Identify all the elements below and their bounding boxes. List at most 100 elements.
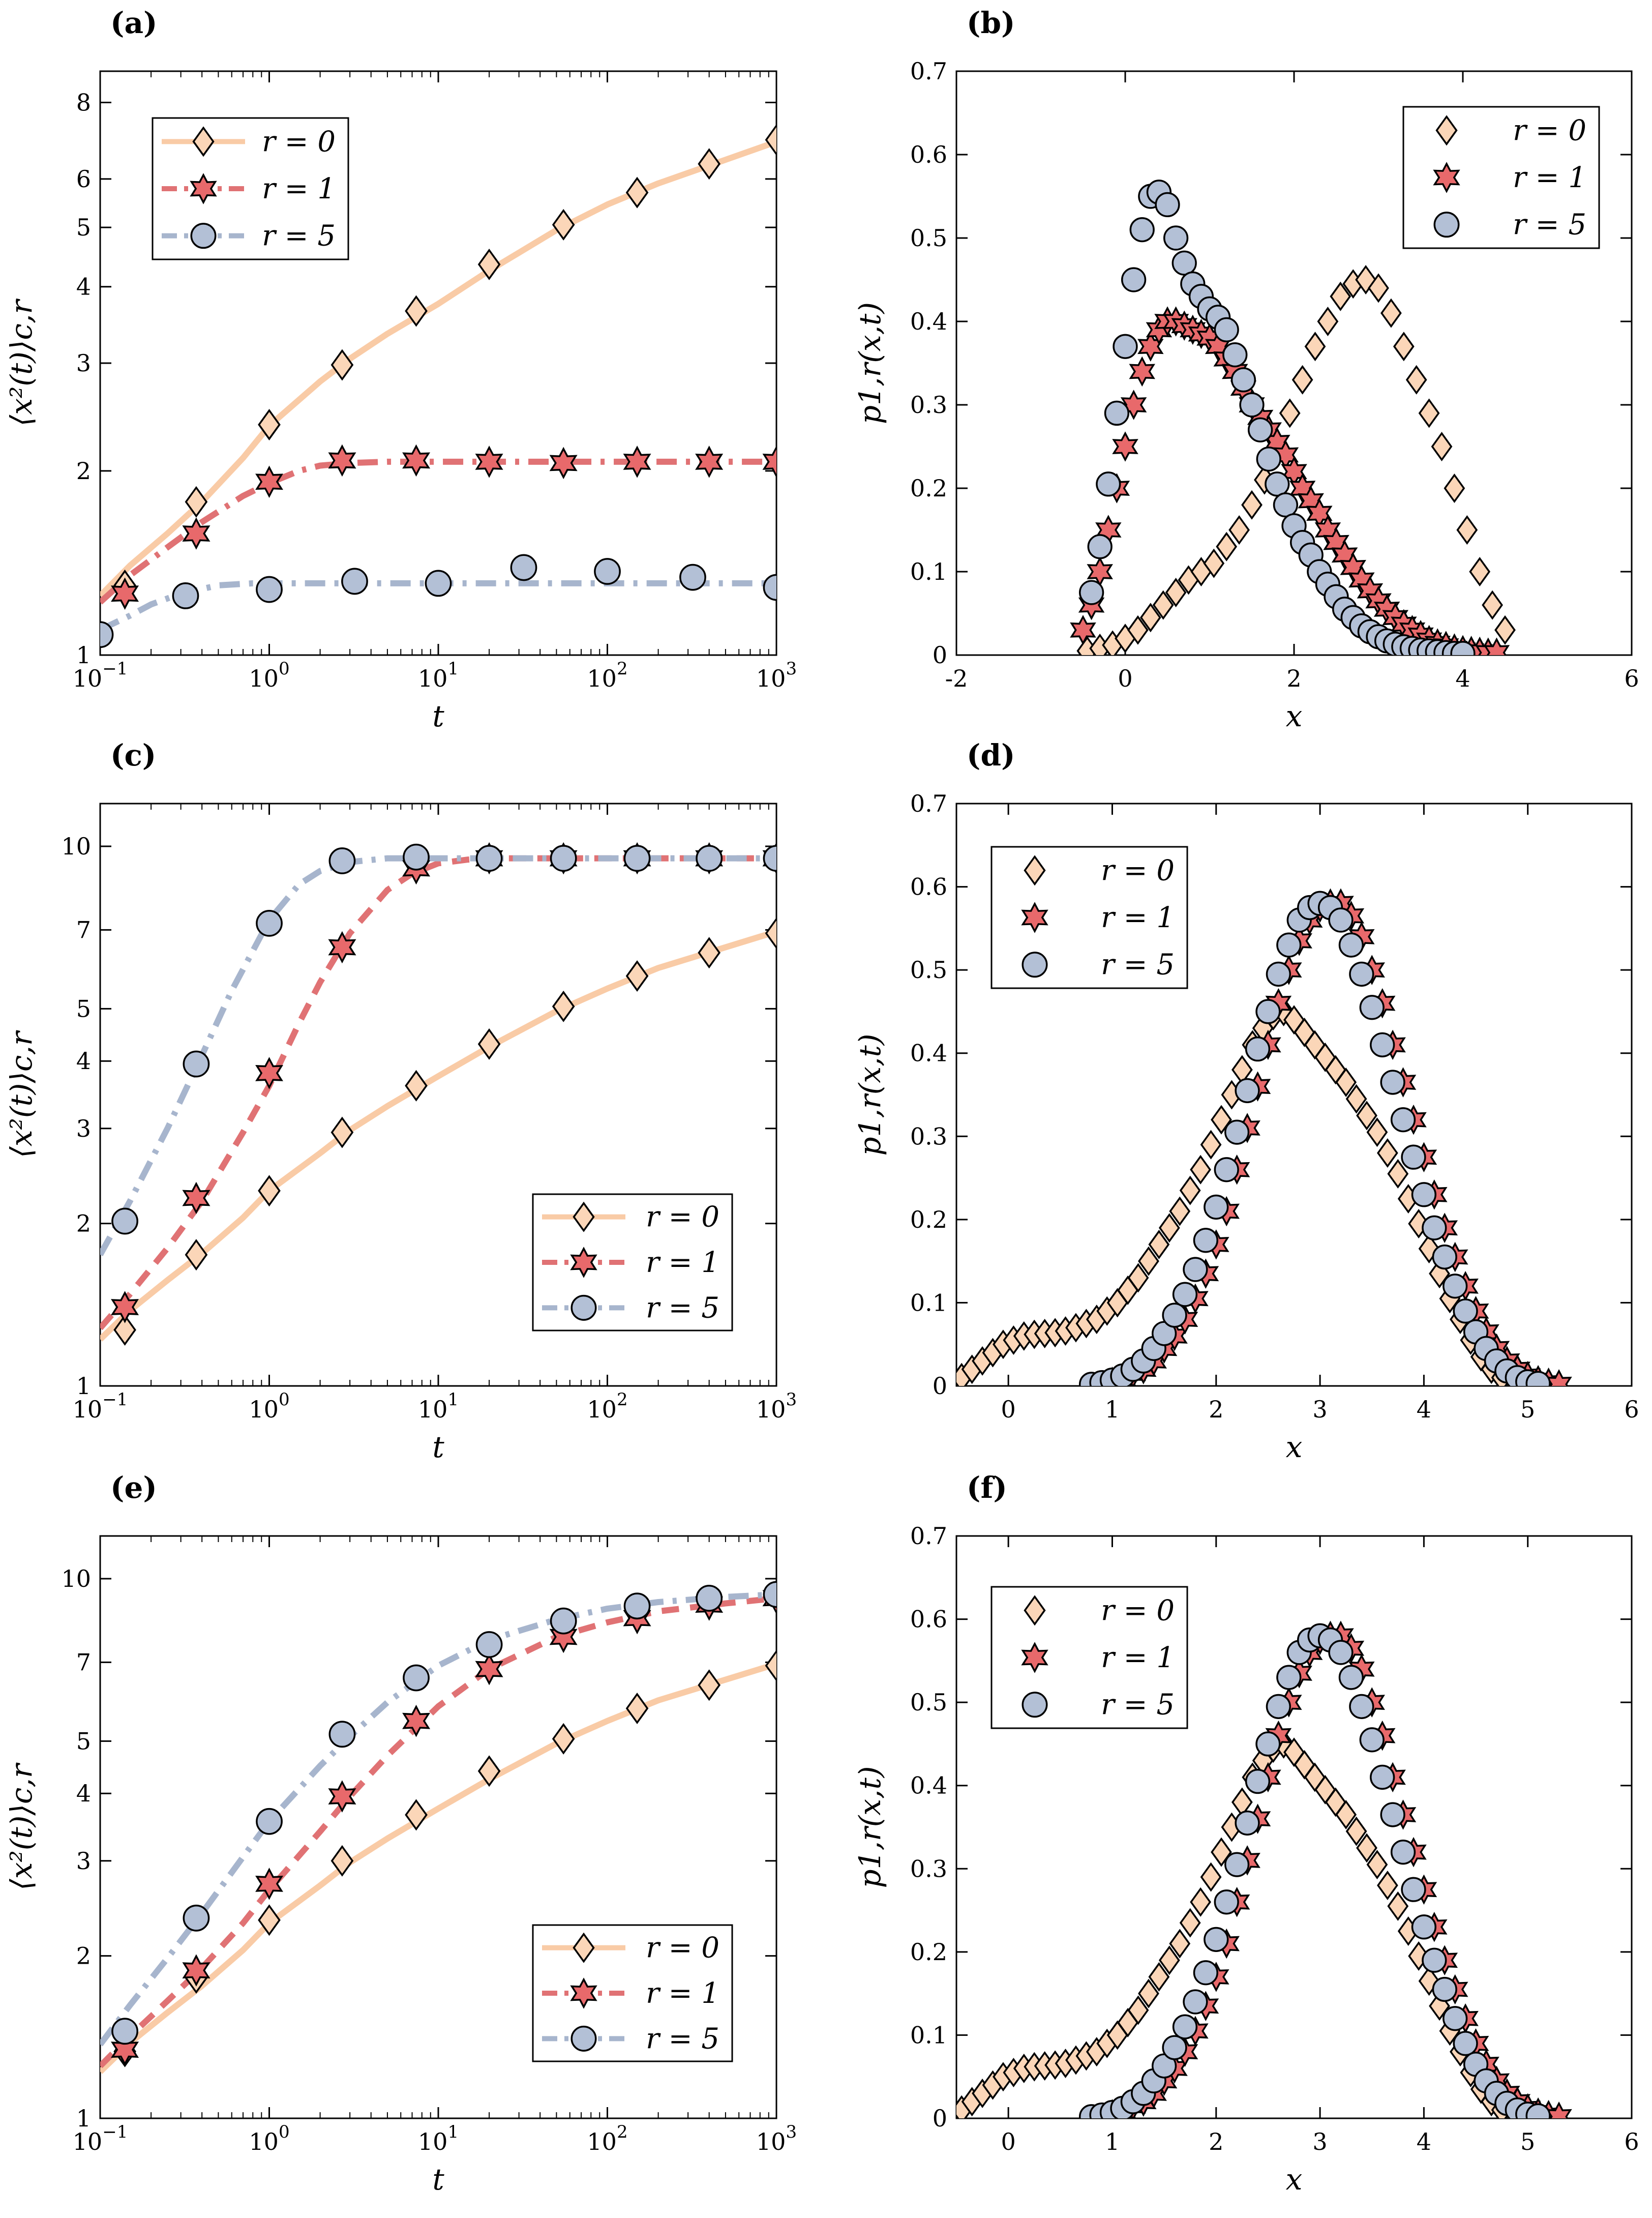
data-point-diamond xyxy=(625,960,649,992)
data-point-diamond xyxy=(331,1845,354,1877)
data-point-diamond xyxy=(1408,1941,1430,1971)
y-tick-label: 0.4 xyxy=(910,1040,947,1067)
data-point-diamond xyxy=(1169,1929,1191,1959)
data-point-star xyxy=(1129,356,1155,387)
y-tick-label: 5 xyxy=(76,1727,91,1755)
data-point-star xyxy=(1137,331,1164,362)
x-tick-label: 102 xyxy=(587,659,627,692)
y-tick-label: 5 xyxy=(76,995,91,1022)
data-point-circle xyxy=(1172,250,1197,276)
x-tick-label: 101 xyxy=(418,1389,459,1423)
data-point-star xyxy=(623,446,651,478)
data-point-star xyxy=(762,446,776,478)
data-point-diamond xyxy=(258,408,281,440)
data-point-circle xyxy=(1411,1182,1437,1207)
x-tick-label: 0 xyxy=(1118,665,1132,692)
data-point-diamond xyxy=(1405,365,1427,395)
data-point-circle xyxy=(550,1607,577,1635)
y-tick-label: 0.3 xyxy=(910,1122,947,1150)
data-point-diamond xyxy=(1380,298,1402,328)
data-point-circle xyxy=(1235,1810,1260,1836)
data-point-diamond xyxy=(1165,578,1187,607)
data-point-diamond xyxy=(1377,1138,1398,1168)
legend-entry-label: r = 0 xyxy=(262,125,336,158)
data-point-circle xyxy=(1256,446,1281,472)
data-point-circle xyxy=(1204,1194,1229,1220)
data-point-circle xyxy=(1235,1078,1260,1103)
data-point-circle xyxy=(1247,417,1273,442)
series-line-circle xyxy=(100,855,776,1257)
x-tick-label: 102 xyxy=(587,2122,627,2155)
panel-label: (b) xyxy=(967,6,1015,40)
x-tick-label: 10−1 xyxy=(73,2122,128,2155)
data-point-circle xyxy=(1162,2035,1187,2060)
data-point-circle xyxy=(403,843,430,871)
data-point-circle xyxy=(1443,1274,1468,1299)
legend-marker-star xyxy=(190,173,217,204)
data-point-diamond xyxy=(1387,1159,1409,1189)
data-point-circle xyxy=(1349,1694,1374,1719)
data-point-star xyxy=(182,1181,211,1215)
data-point-diamond xyxy=(477,248,501,280)
y-tick-label: 0 xyxy=(933,1372,947,1400)
x-axis-label: t xyxy=(432,2162,444,2197)
x-axis-label: t xyxy=(432,699,444,733)
panel-label: (c) xyxy=(110,738,156,773)
data-point-diamond xyxy=(1482,590,1503,620)
data-point-circle xyxy=(1432,1244,1457,1270)
data-point-diamond xyxy=(1356,1833,1377,1863)
data-point-circle xyxy=(328,1721,356,1748)
legend: r = 0 r = 1 r = 5 xyxy=(532,1924,733,2062)
data-point-star xyxy=(402,444,431,477)
data-point-circle xyxy=(341,568,368,595)
legend-marker-diamond xyxy=(1024,1595,1046,1626)
data-point-diamond xyxy=(1317,307,1339,336)
data-point-circle xyxy=(696,1585,723,1612)
y-tick-label: 2 xyxy=(76,457,91,485)
data-point-diamond xyxy=(1291,365,1313,395)
legend-marker-diamond xyxy=(1024,855,1046,886)
x-tick-label: 4 xyxy=(1417,2128,1431,2155)
y-tick-label: 7 xyxy=(76,916,91,943)
data-point-diamond xyxy=(1418,398,1440,428)
x-tick-label: 3 xyxy=(1312,1396,1327,1423)
legend-marker-star xyxy=(1433,162,1460,193)
y-tick-label: 0.7 xyxy=(910,1522,947,1550)
data-point-circle xyxy=(1193,1228,1218,1253)
y-tick-label: 2 xyxy=(76,1942,91,1970)
data-point-circle xyxy=(475,845,503,872)
data-point-circle xyxy=(1214,1889,1239,1915)
data-point-diamond xyxy=(1179,1175,1201,1205)
data-point-diamond xyxy=(1158,1213,1180,1243)
data-point-circle xyxy=(1239,392,1265,418)
data-point-circle xyxy=(1422,1947,1447,1973)
data-point-star xyxy=(695,446,724,478)
data-point-diamond xyxy=(1127,1263,1149,1293)
data-point-diamond xyxy=(625,176,649,209)
y-tick-label: 0.1 xyxy=(910,558,947,585)
y-tick-label: 3 xyxy=(76,1115,91,1142)
y-tick-label: 0.6 xyxy=(910,141,947,168)
data-point-diamond xyxy=(185,486,208,518)
legend-entry-label: r = 0 xyxy=(646,1932,719,1965)
y-tick-label: 1 xyxy=(76,641,91,669)
plot-area xyxy=(956,1620,1572,2118)
data-point-circle xyxy=(1273,492,1299,518)
data-point-circle xyxy=(1328,1640,1354,1665)
panel-a: 10−1 100 101 102 103 1 2 3 4 5 6 8 t ⟨x²(t)⟩c,r (a) r =… xyxy=(4,6,797,733)
data-point-diamond xyxy=(1444,474,1465,503)
data-point-star xyxy=(475,1652,503,1685)
data-point-star xyxy=(1070,615,1096,645)
data-point-diamond xyxy=(1216,531,1238,561)
data-point-star xyxy=(328,444,356,477)
y-axis-label: ⟨x²(t)⟩c,r xyxy=(4,1030,39,1158)
y-tick-label: 3 xyxy=(76,1847,91,1875)
y-tick-label: 0.1 xyxy=(910,2021,947,2049)
x-tick-label: 1 xyxy=(1105,2128,1120,2155)
data-point-circle xyxy=(1204,1927,1229,1952)
data-point-diamond xyxy=(1431,432,1453,461)
data-point-circle xyxy=(1162,1303,1187,1328)
data-point-circle xyxy=(403,1664,430,1692)
legend-marker-circle xyxy=(1022,1692,1048,1718)
data-point-circle xyxy=(696,845,723,872)
